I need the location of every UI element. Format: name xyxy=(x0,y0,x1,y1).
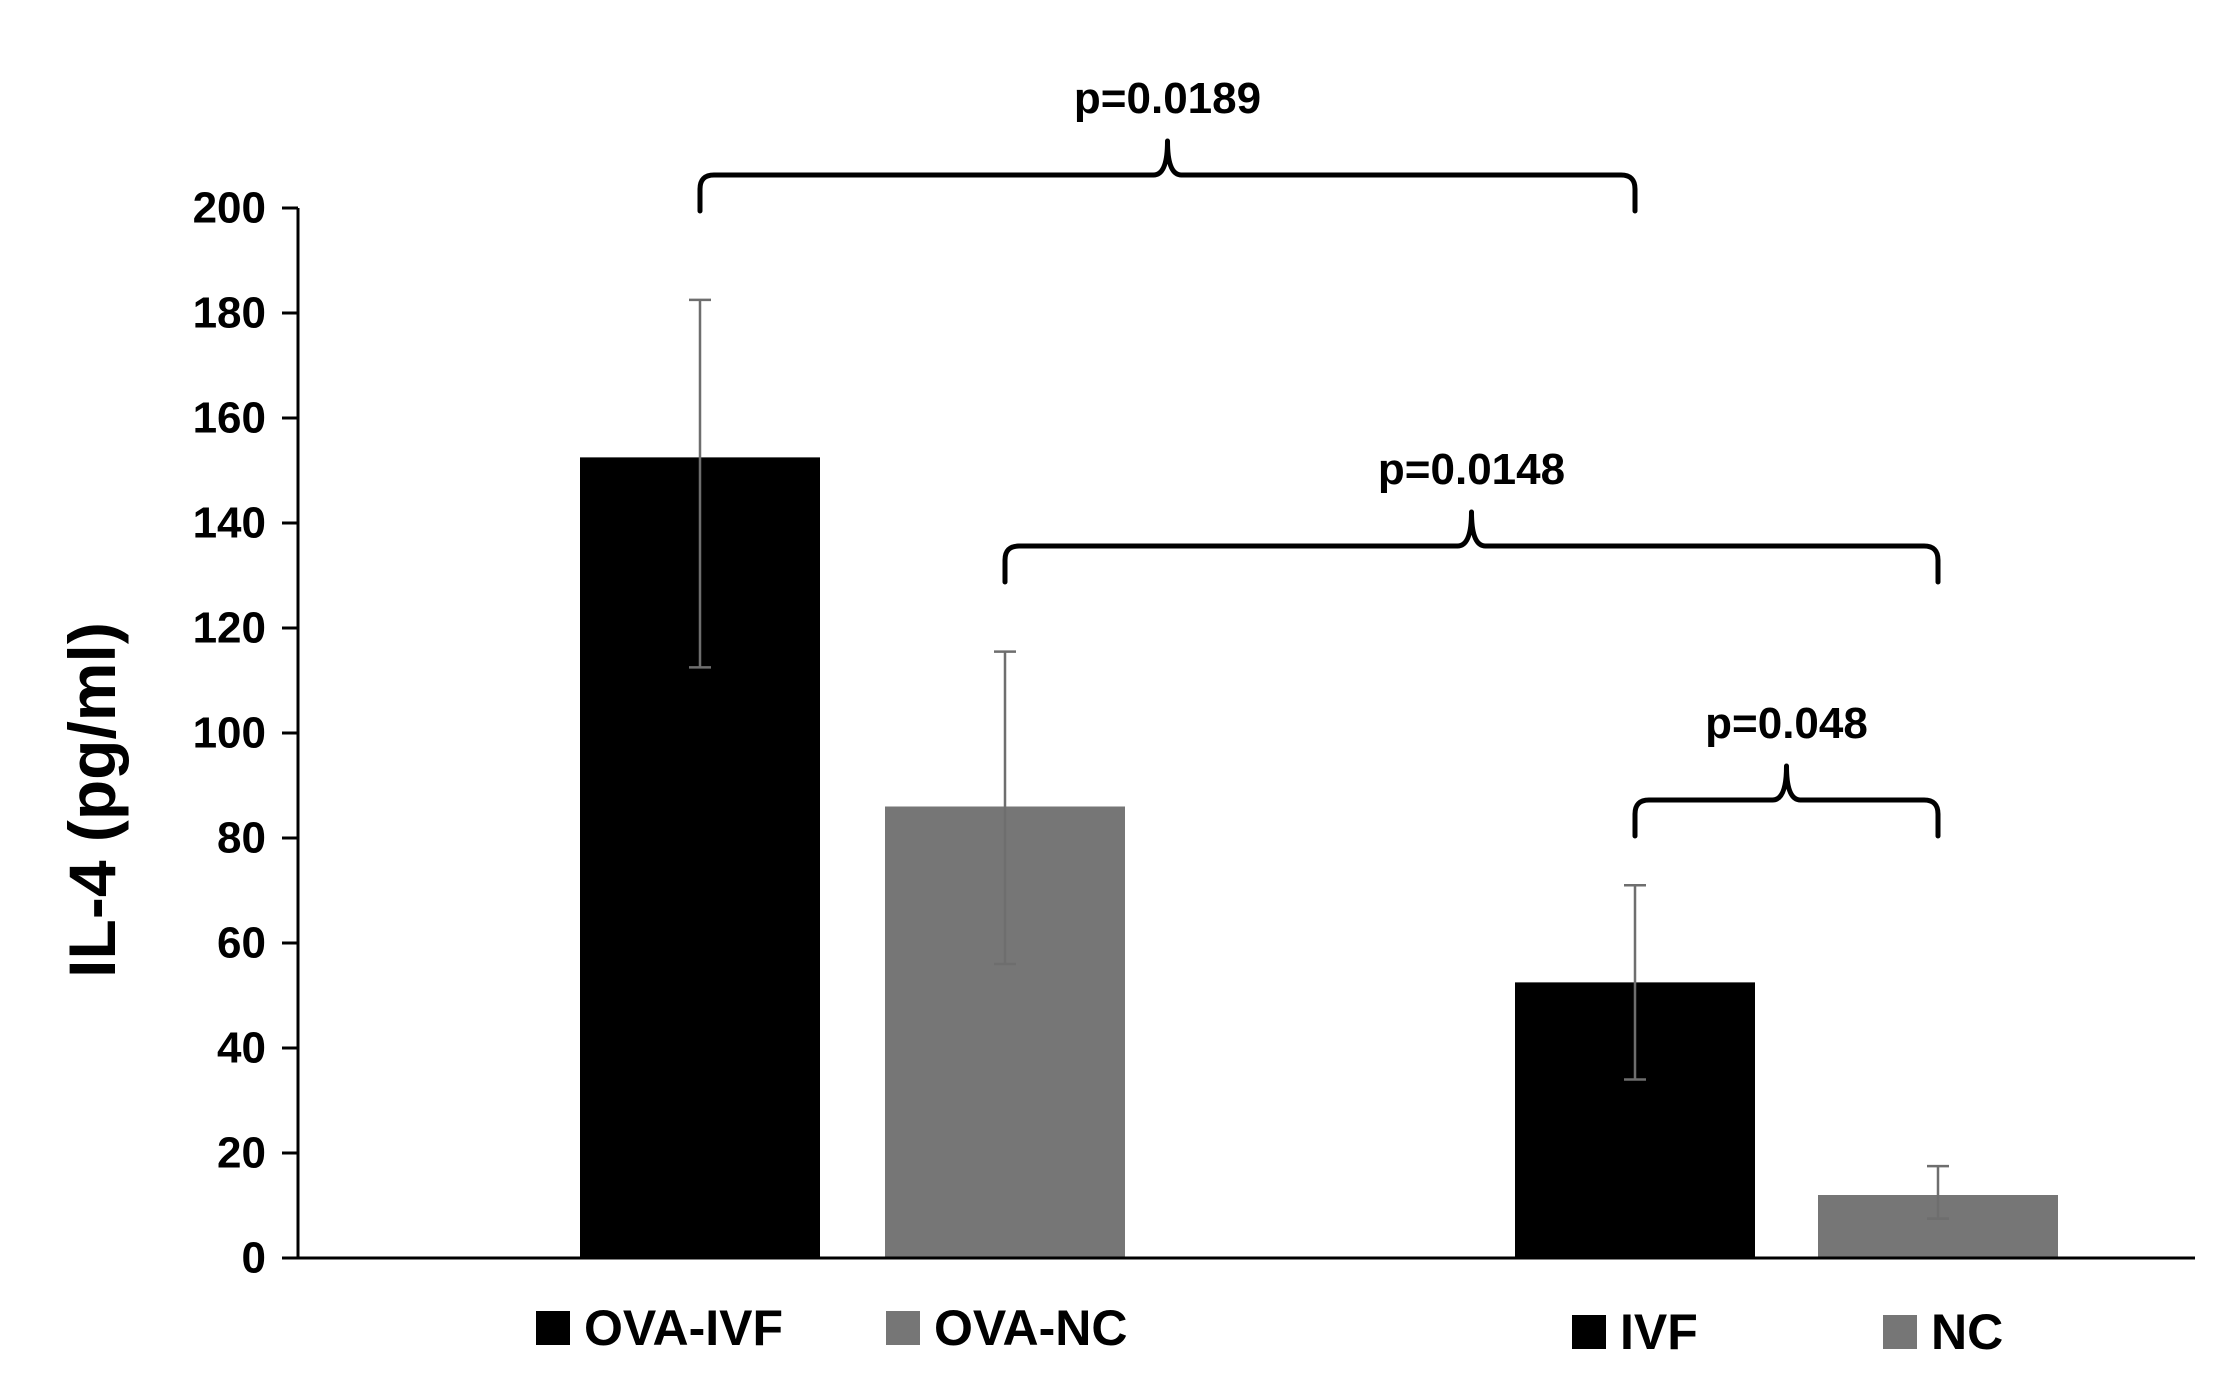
bars-group xyxy=(580,457,2058,1258)
bracket-p0048 xyxy=(1632,763,1941,839)
legend-label-ova-ivf: OVA-IVF xyxy=(584,1300,783,1356)
y-tick-label-0: 0 xyxy=(242,1234,266,1283)
legend-item-nc: NC xyxy=(1883,1304,2003,1360)
y-tick-label-180: 180 xyxy=(193,289,266,338)
y-tick-label-40: 40 xyxy=(217,1024,266,1073)
significance-brackets-group: p=0.0189 p=0.0148 p=0.048 xyxy=(697,74,1941,839)
legend-label-ova-nc: OVA-NC xyxy=(934,1300,1128,1356)
legend-label-ivf: IVF xyxy=(1620,1304,1698,1360)
y-tick-label-80: 80 xyxy=(217,814,266,863)
legend: OVA-IVF OVA-NC IVF NC xyxy=(536,1300,2003,1360)
y-tick-label-160: 160 xyxy=(193,394,266,443)
legend-item-ova-nc: OVA-NC xyxy=(886,1300,1128,1356)
y-tick-label-100: 100 xyxy=(193,709,266,758)
error-bars-group xyxy=(689,298,1949,1220)
legend-swatch-nc xyxy=(1883,1315,1917,1349)
legend-swatch-ova-nc xyxy=(886,1311,920,1345)
legend-swatch-ivf xyxy=(1572,1315,1606,1349)
p-value-label-p0048: p=0.048 xyxy=(1705,699,1868,748)
p-value-label-p00189: p=0.0189 xyxy=(1074,74,1261,123)
p-value-label-p00148: p=0.0148 xyxy=(1378,445,1565,494)
y-tick-label-120: 120 xyxy=(193,604,266,653)
y-tick-label-60: 60 xyxy=(217,919,266,968)
legend-label-nc: NC xyxy=(1931,1304,2003,1360)
bracket-p00148 xyxy=(1002,509,1941,585)
y-axis-label: IL-4 (pg/ml) xyxy=(55,622,129,978)
legend-swatch-ova-ivf xyxy=(536,1311,570,1345)
y-tick-label-20: 20 xyxy=(217,1129,266,1178)
y-tick-label-140: 140 xyxy=(193,499,266,548)
legend-item-ova-ivf: OVA-IVF xyxy=(536,1300,783,1356)
bracket-p00189 xyxy=(697,138,1638,214)
y-tick-label-200: 200 xyxy=(193,184,266,233)
legend-item-ivf: IVF xyxy=(1572,1304,1698,1360)
axes-group: 0 20 40 60 80 100 120 140 160 180 200 xyxy=(193,184,2195,1283)
